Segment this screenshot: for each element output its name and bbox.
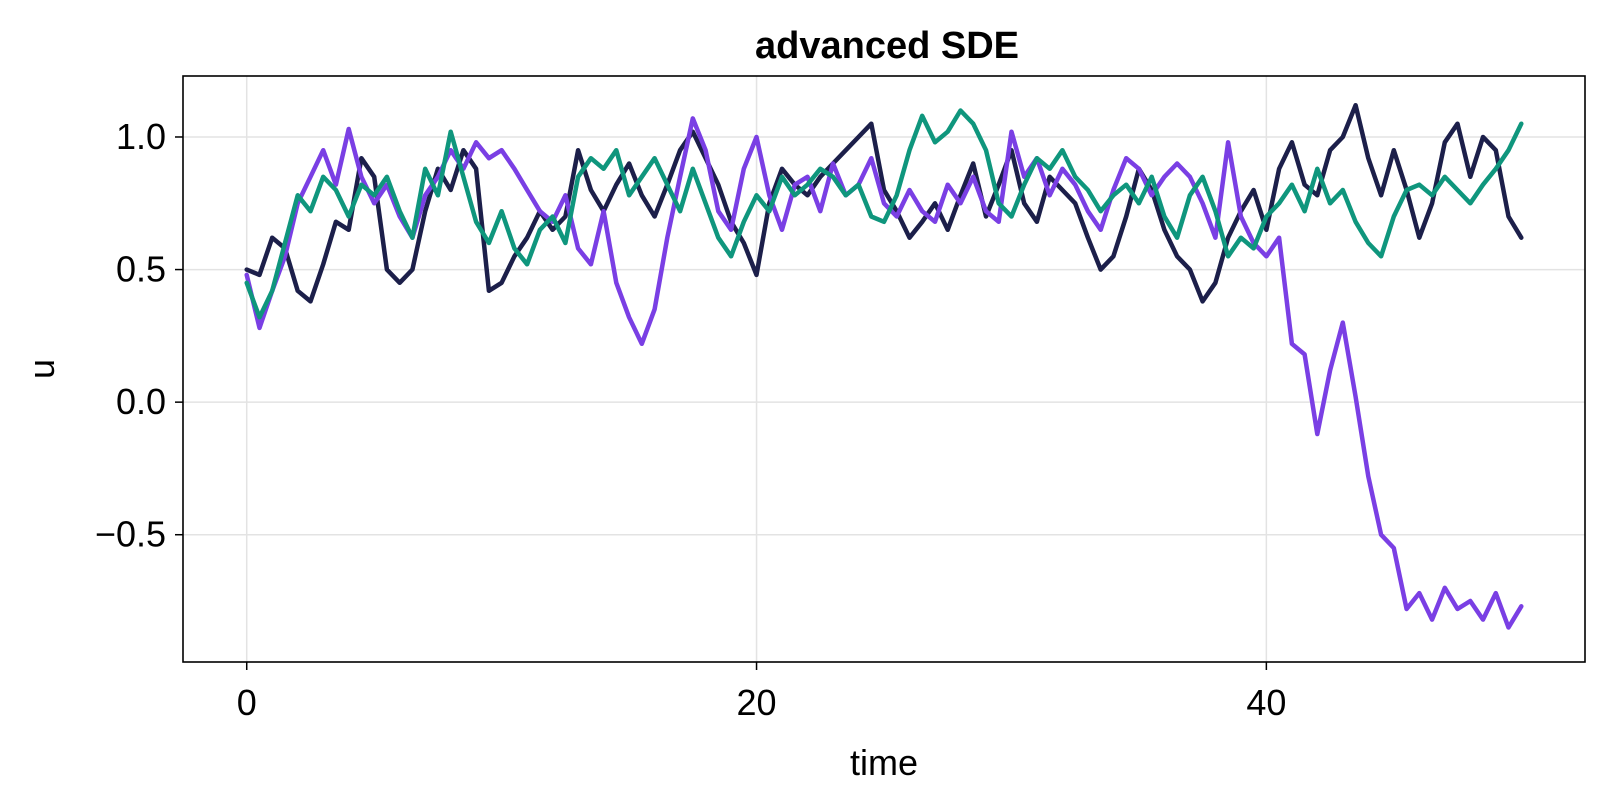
- chart-title: advanced SDE: [755, 25, 1019, 67]
- x-tick-label: 20: [737, 682, 777, 723]
- axis-ticks: 0 20 40 −0.5 0.0 0.5 1.0: [95, 116, 1286, 723]
- y-axis-label: u: [21, 359, 62, 379]
- grid: [183, 76, 1585, 662]
- series-group: [244, 102, 1524, 630]
- y-tick-label: 0.0: [116, 381, 166, 422]
- y-tick-label: 1.0: [116, 116, 166, 157]
- x-tick-label: 40: [1246, 682, 1286, 723]
- x-axis-label: time: [850, 742, 918, 783]
- series-line-3: [244, 108, 1524, 320]
- y-tick-label: 0.5: [116, 249, 166, 290]
- x-tick-label: 0: [237, 682, 257, 723]
- plot-frame: [182, 75, 1586, 663]
- y-tick-label: −0.5: [95, 514, 166, 555]
